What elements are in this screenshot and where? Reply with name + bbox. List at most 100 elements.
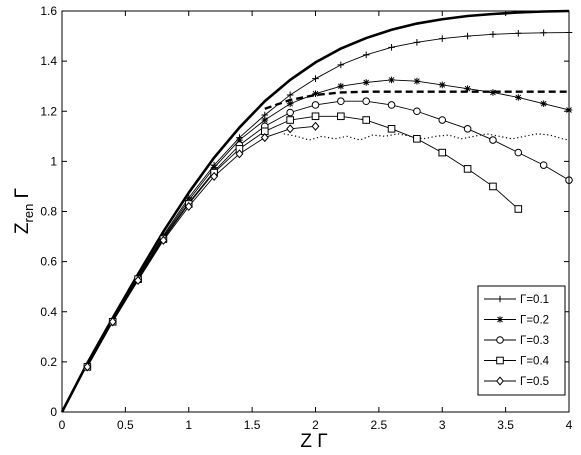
series-line [86,115,519,368]
y-tick-label: 1.6 [40,4,57,18]
data-point-circle [438,116,447,124]
data-point-diamond [286,124,295,134]
data-point-square [286,116,294,124]
data-point-diamond [159,235,168,245]
y-tick-label: 0 [50,405,57,419]
y-tick-label: 1 [50,154,57,168]
legend-entry: Γ=0.3 [484,335,549,347]
data-point-plus [515,30,522,37]
legend-entry: Γ=0.2 [484,315,549,327]
data-point-plus [413,39,421,46]
data-point-diamond [235,149,244,159]
data-point-star [337,82,345,90]
y-tick-label: 1.2 [40,104,57,118]
reference-curve-solid [60,9,570,413]
data-point-plus [540,29,547,37]
data-point-diamond [311,121,320,131]
data-point-diamond [83,362,92,372]
y-axis-label-subscript: ren [21,204,36,223]
y-tick-label: 1.4 [40,54,57,68]
data-point-plus [489,31,497,38]
data-point-circle [489,136,497,144]
x-tick-label: 0.5 [117,418,134,432]
reference-curves [60,9,570,413]
legend-marker-plus [496,295,504,303]
legend-entry: Γ=0.4 [484,356,550,368]
y-axis-label-main: Z [12,222,33,234]
y-tick-label: 0.4 [40,305,57,319]
y-axis-ticks: 0 0.2 0.4 0.6 0.8 1 1.2 1.4 1.6 [40,4,569,419]
data-point-star [388,76,395,84]
data-point-star [312,90,319,98]
data-point-plus [312,75,319,82]
legend-entry: Γ=0.1 [484,294,549,306]
data-point-plus [464,32,471,40]
data-point-star [286,100,294,108]
legend-marker-diamond [496,376,504,386]
series-line [86,32,570,366]
data-point-plus [388,44,395,51]
data-point-circle [286,108,294,117]
legend-marker-square [496,356,504,365]
x-tick-label: 0 [59,418,66,432]
y-tick-label: 0.8 [40,205,57,219]
data-point-star [438,81,446,89]
data-point-square [362,116,370,124]
data-point-circle [311,101,320,109]
data-point-star [540,100,547,108]
x-tick-label: 2 [312,418,319,432]
data-point-plus [362,51,370,59]
legend-label: Γ=0.2 [520,315,549,327]
x-axis-ticks: 0 0.5 1 1.5 2 2.5 3 3.5 4 [59,11,573,432]
data-point-diamond [134,275,143,285]
y-tick-label: 0.6 [40,255,57,269]
legend: Γ=0.1 Γ=0.2 Γ=0.3 Γ=0.4 Γ=0.5 [477,285,566,396]
x-tick-label: 4 [566,418,573,432]
legend-entry: Γ=0.5 [484,376,549,388]
data-point-plus [286,91,294,99]
data-point-plus [337,61,345,69]
x-tick-label: 1.5 [244,418,261,432]
data-series [83,29,573,372]
series-diamond [83,121,320,372]
x-axis-label: Z Γ [300,431,327,452]
data-point-square [463,165,472,173]
series-line [86,79,570,366]
data-point-circle [413,107,421,116]
data-point-circle [337,97,345,106]
data-point-star [464,85,471,92]
data-point-square [514,205,523,213]
data-point-star [413,77,421,85]
legend-label: Γ=0.5 [520,376,549,388]
legend-box [477,285,566,396]
data-point-square [438,148,447,157]
y-tick-label: 0.2 [40,355,57,369]
data-point-diamond [210,171,219,181]
data-point-star [362,79,370,86]
data-point-circle [387,101,396,109]
reference-curve-dotted [283,133,570,141]
data-point-square [311,112,320,121]
legend-label: Γ=0.4 [520,356,550,368]
data-point-star [515,94,522,101]
data-point-circle [514,148,523,157]
legend-marker-circle [496,336,504,344]
data-point-square [337,112,345,121]
data-point-diamond [260,133,269,143]
legend-marker-star [496,316,504,323]
data-point-square [387,124,396,133]
data-point-star [261,116,269,124]
data-point-circle [362,97,371,106]
data-point-diamond [184,201,193,212]
data-point-circle [463,124,472,133]
x-tick-label: 3 [439,418,446,432]
data-point-star [236,136,243,144]
y-axis-label-suffix: Γ [12,188,33,204]
legend-label: Γ=0.1 [520,294,549,306]
data-point-square [413,135,421,143]
data-point-circle [539,161,548,169]
data-point-diamond [108,317,117,327]
legend-label: Γ=0.3 [520,335,549,347]
x-tick-label: 3.5 [497,418,514,432]
